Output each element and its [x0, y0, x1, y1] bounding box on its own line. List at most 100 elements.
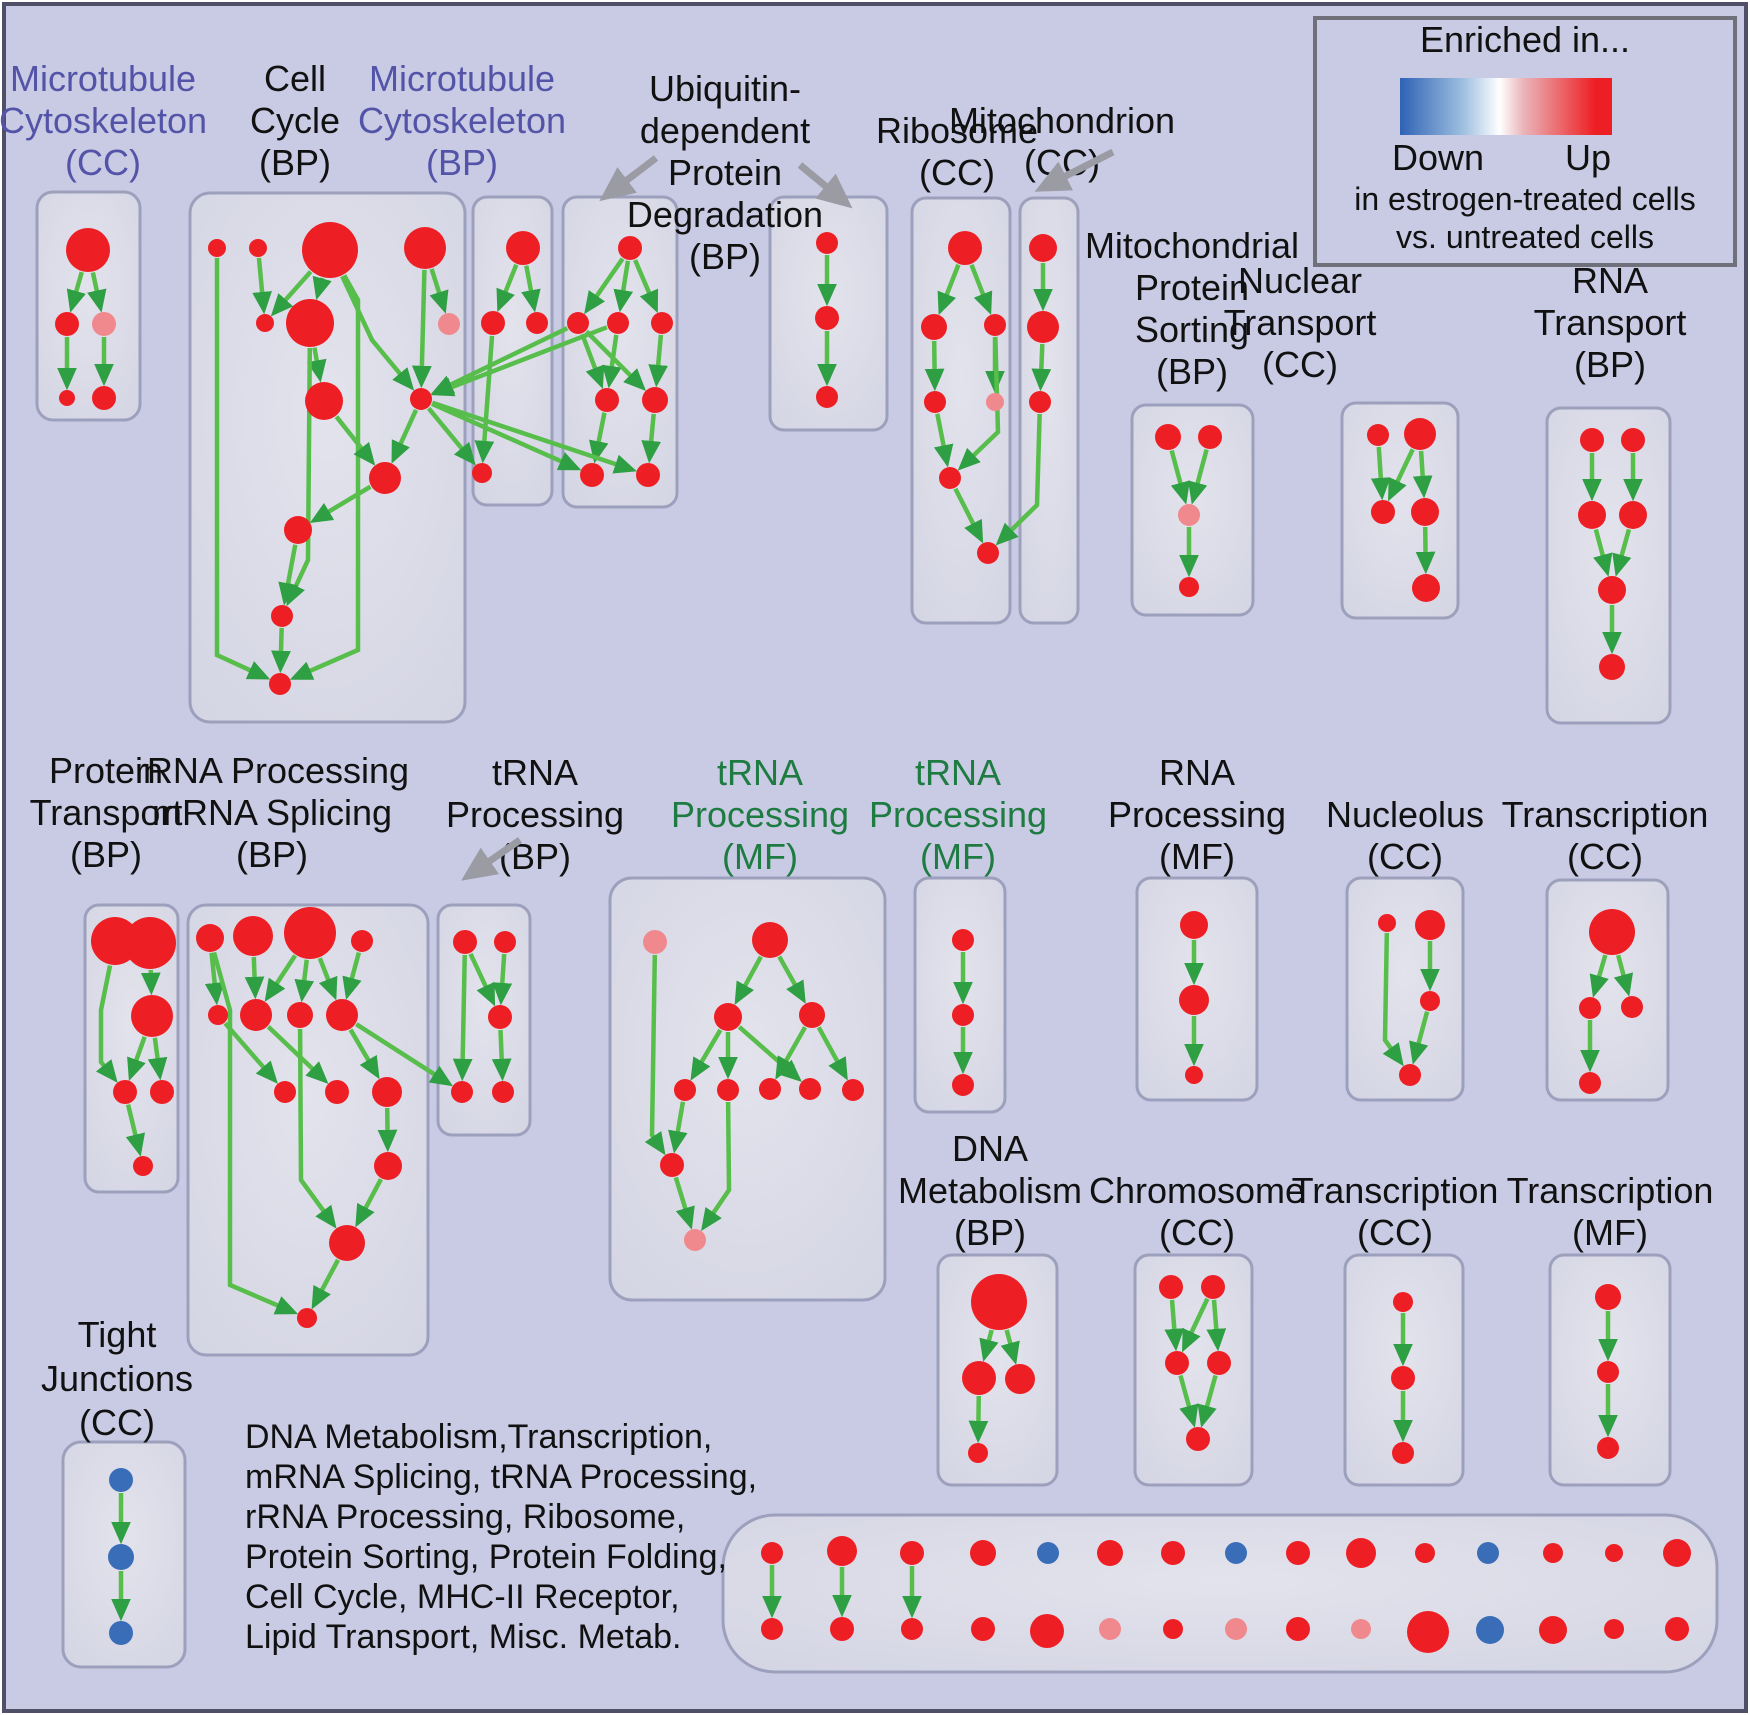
cluster-label-line: DNA: [952, 1128, 1028, 1169]
legend-title: Enriched in...: [1420, 19, 1630, 60]
relation-edge: [521, 265, 541, 313]
cluster-label-line: (CC): [65, 142, 141, 183]
nodes: [55, 222, 1691, 1653]
go-term-node: [1155, 424, 1181, 450]
cluster-label-line: Junctions: [41, 1358, 193, 1399]
cluster-label-line: Chromosome: [1089, 1170, 1305, 1211]
cluster-label-ubiquitin: Ubiquitin-dependentProteinDegradation(BP…: [627, 68, 823, 277]
legend-gradient-bar-icon: [1400, 78, 1612, 135]
cluster-label-line: Transcription: [1502, 794, 1709, 835]
go-term-node: [971, 1274, 1027, 1330]
cluster-label-line: Ribosome: [876, 110, 1038, 151]
go-term-node: [1159, 1275, 1183, 1299]
relation-edge: [496, 263, 519, 313]
relation-edge: [1164, 1299, 1185, 1352]
go-term-node: [66, 228, 110, 272]
go-term-node: [1420, 991, 1440, 1011]
go-term-node: [1185, 1066, 1203, 1084]
go-term-node: [1391, 1366, 1415, 1390]
go-term-node: [494, 931, 516, 953]
relation-edge: [995, 413, 1042, 546]
relation-edge: [125, 1104, 146, 1157]
relation-edge: [211, 951, 299, 1315]
go-term-node: [208, 1005, 228, 1025]
relation-edge: [214, 258, 271, 680]
relation-edge: [1382, 932, 1404, 1067]
go-term-node: [369, 462, 401, 494]
go-term-node: [827, 1536, 857, 1566]
relation-edge: [933, 413, 954, 468]
go-term-node: [962, 1361, 996, 1395]
go-term-node: [92, 386, 116, 410]
mitochondrion-pointer-icon: [1034, 148, 1115, 192]
go-term-node: [287, 1002, 313, 1028]
go-term-node: [1165, 1351, 1189, 1375]
cluster-label-line: Sorting: [1135, 309, 1249, 350]
relation-edge: [1197, 1374, 1218, 1428]
cluster-label-chromosome: Chromosome(CC): [1089, 1170, 1305, 1253]
legend-down-label: Down: [1392, 137, 1484, 178]
relation-edge: [492, 953, 513, 1006]
cluster-label-line: Transcription: [1507, 1170, 1714, 1211]
go-term-node: [1621, 996, 1643, 1018]
cluster-label-transcription-mf: Transcription(MF): [1507, 1170, 1714, 1253]
go-term-node: [109, 1621, 133, 1645]
go-term-node: [1005, 1364, 1035, 1394]
go-term-node: [921, 314, 947, 340]
cluster-label-line: Cytoskeleton: [0, 100, 207, 141]
cluster-label-line: Transport: [1534, 302, 1687, 343]
cluster-label-line: (CC): [1159, 1212, 1235, 1253]
relation-edge: [644, 954, 666, 1156]
cluster-label-line: Processing: [869, 794, 1047, 835]
cluster-label-line: RNA: [1159, 752, 1235, 793]
go-term-node: [297, 1308, 317, 1328]
cluster-label-line: tRNA: [915, 752, 1001, 793]
go-term-node: [1161, 1541, 1185, 1565]
go-term-node: [302, 222, 358, 278]
ubiquitin-pointer-right-icon: [797, 162, 853, 209]
relation-edge: [957, 336, 1001, 471]
relation-edge: [342, 951, 362, 1000]
cluster-label-line: (BP): [426, 142, 498, 183]
relation-edge: [278, 544, 298, 606]
go-term-node: [131, 995, 173, 1037]
go-term-node: [1411, 498, 1439, 526]
cluster-label-line: Tight: [78, 1314, 157, 1355]
relation-edge: [140, 969, 161, 996]
cluster-label-line: (MF): [920, 836, 996, 877]
relation-edge: [701, 1101, 732, 1232]
go-term-node: [1367, 424, 1389, 446]
go-term-node: [1027, 311, 1059, 343]
go-term-node: [1598, 576, 1626, 604]
relation-edge: [775, 1026, 808, 1080]
cluster-label-line: Transcription: [1292, 1170, 1499, 1211]
go-term-node: [1346, 1538, 1376, 1568]
relation-edge: [777, 955, 806, 1004]
go-term-node: [580, 463, 604, 487]
edges: [57, 255, 1643, 1622]
go-term-node: [410, 388, 432, 410]
go-term-node: [274, 1081, 296, 1103]
go-term-node: [1412, 574, 1440, 602]
relation-edge: [491, 1029, 512, 1082]
relation-edge: [1188, 448, 1209, 505]
go-term-node: [952, 1074, 974, 1096]
relation-edge: [87, 272, 107, 313]
cluster-label-line: (CC): [1367, 836, 1443, 877]
relation-edge: [1593, 528, 1613, 577]
go-term-node: [1599, 654, 1625, 680]
go-term-node: [1578, 501, 1606, 529]
relation-edge: [1589, 954, 1609, 998]
cluster-label-nucleolus: Nucleolus(CC): [1326, 794, 1484, 877]
cluster-box-rrna: [186, 903, 430, 1357]
labels: MicrotubuleCytoskeleton(CC)CellCycle(BP)…: [0, 58, 1713, 1656]
ubiquitin-pointer-left-icon: [599, 155, 659, 202]
go-term-node: [815, 306, 839, 330]
misc-cluster-text-line: Protein Sorting, Protein Folding,: [245, 1538, 727, 1576]
cluster-label-line: dependent: [640, 110, 810, 151]
relation-edge: [223, 1021, 278, 1084]
relation-edge: [377, 1107, 398, 1153]
relation-edge: [348, 1028, 380, 1080]
